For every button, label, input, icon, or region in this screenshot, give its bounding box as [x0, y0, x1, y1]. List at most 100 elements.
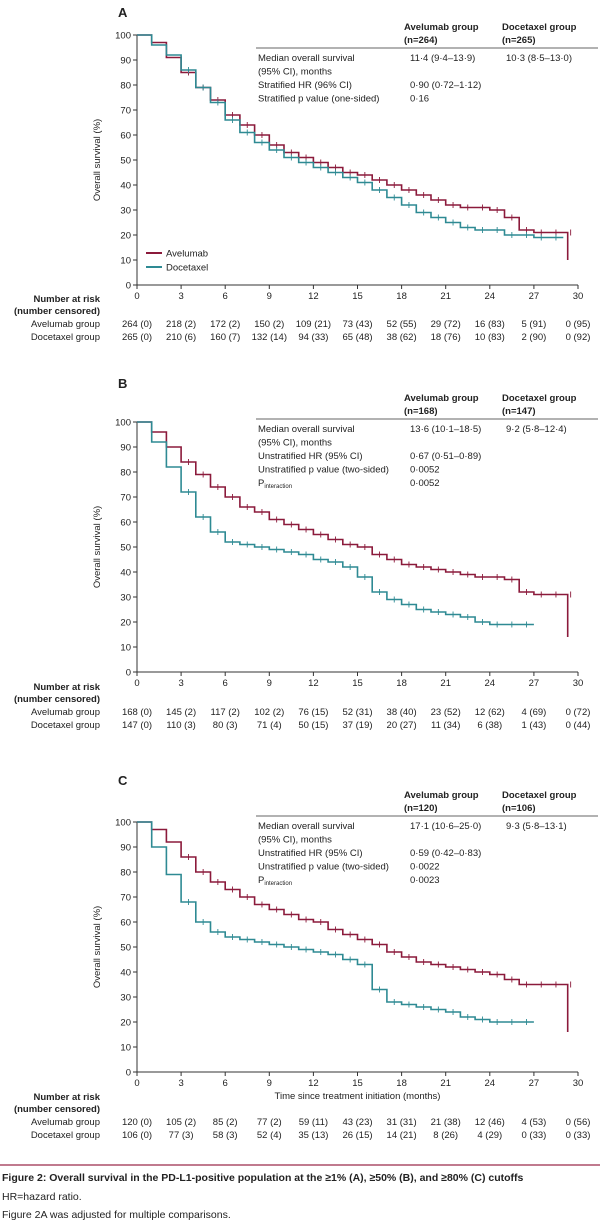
table-header-avelumab-n: (n=120)	[404, 803, 438, 814]
y-tick-label: 10	[120, 256, 131, 267]
x-tick-label: 6	[223, 678, 228, 689]
risk-value: 1 (43)	[521, 720, 546, 731]
table-header-avelumab-n: (n=168)	[404, 406, 438, 417]
table-value-avelumab: 13·6 (10·1–18·5)	[410, 424, 481, 435]
risk-value: 76 (15)	[298, 707, 328, 718]
x-tick-label: 15	[352, 678, 363, 689]
figure-note-hr: HR=hazard ratio.	[2, 1191, 82, 1203]
risk-value: 18 (76)	[431, 332, 461, 343]
risk-value: 37 (19)	[342, 720, 372, 731]
risk-value: 35 (13)	[298, 1130, 328, 1141]
risk-value: 0 (95)	[566, 319, 591, 330]
risk-value: 117 (2)	[210, 707, 239, 718]
risk-table-subtitle: (number censored)	[14, 694, 100, 705]
x-tick-label: 21	[440, 678, 451, 689]
x-tick-label: 18	[396, 291, 407, 302]
table-row-label: (95% CI), months	[258, 438, 332, 449]
risk-value: 38 (62)	[387, 332, 417, 343]
table-value-avelumab: 0·16	[410, 94, 429, 105]
x-tick-label: 21	[440, 1078, 451, 1089]
risk-group-label: Avelumab group	[31, 1117, 100, 1128]
legend-label-avelumab: Avelumab	[166, 249, 208, 260]
x-tick-label: 9	[267, 678, 272, 689]
x-tick-label: 24	[485, 1078, 496, 1089]
table-row-label-subscript: interaction	[264, 484, 292, 490]
risk-value: 52 (31)	[342, 707, 372, 718]
risk-value: 11 (34)	[431, 720, 460, 731]
legend-label-docetaxel: Docetaxel	[166, 263, 208, 274]
panel-label: A	[118, 5, 128, 20]
risk-value: 4 (53)	[521, 1117, 546, 1128]
table-header-avelumab: Avelumab group	[404, 393, 479, 404]
x-tick-label: 27	[529, 678, 540, 689]
x-tick-label: 0	[134, 678, 139, 689]
y-tick-label: 100	[115, 418, 131, 429]
risk-table-subtitle: (number censored)	[14, 306, 100, 317]
table-header-avelumab: Avelumab group	[404, 22, 479, 33]
y-tick-label: 0	[126, 668, 131, 679]
risk-group-label: Docetaxel group	[31, 1130, 100, 1141]
risk-value: 58 (3)	[213, 1130, 238, 1141]
table-value-avelumab: 0·59 (0·42–0·83)	[410, 848, 481, 859]
risk-value: 172 (2)	[210, 319, 240, 330]
risk-group-label: Avelumab group	[31, 319, 100, 330]
x-tick-label: 18	[396, 1078, 407, 1089]
risk-value: 77 (2)	[257, 1117, 282, 1128]
risk-value: 50 (15)	[298, 720, 328, 731]
y-tick-label: 40	[120, 968, 131, 979]
table-row-label: (95% CI), months	[258, 835, 332, 846]
y-tick-label: 0	[126, 1068, 131, 1079]
risk-value: 105 (2)	[166, 1117, 196, 1128]
risk-value: 0 (72)	[566, 707, 591, 718]
panel-a: A 0 10 20 30 40 50 60 70 80 90 100 0 3 6 9 12 15 18 21 24 27 3…	[14, 5, 598, 343]
risk-value: 80 (3)	[213, 720, 238, 731]
x-tick-label: 6	[223, 1078, 228, 1089]
table-value-avelumab: 0·90 (0·72–1·12)	[410, 80, 481, 91]
table-header-avelumab-n: (n=264)	[404, 35, 438, 46]
x-tick-label: 30	[573, 1078, 584, 1089]
x-tick-label: 30	[573, 291, 584, 302]
table-row-label-subscript: interaction	[264, 881, 292, 887]
panel-c: C 0 10 20 30 40 50 60 70 80 90 100 0 3 6 9 12 15 18 21 24 27 3…	[14, 773, 598, 1141]
x-tick-label: 21	[440, 291, 451, 302]
risk-value: 147 (0)	[122, 720, 152, 731]
table-header-docetaxel: Docetaxel group	[502, 393, 577, 404]
y-axis-label: Overall survival (%)	[92, 506, 103, 588]
table-value-docetaxel: 10·3 (8·5–13·0)	[506, 53, 572, 64]
y-tick-label: 60	[120, 131, 131, 142]
y-tick-label: 80	[120, 468, 131, 479]
y-tick-label: 50	[120, 156, 131, 167]
x-tick-label: 3	[178, 678, 183, 689]
risk-value: 0 (44)	[566, 720, 591, 731]
y-tick-label: 60	[120, 518, 131, 529]
risk-value: 77 (3)	[169, 1130, 194, 1141]
risk-value: 73 (43)	[342, 319, 372, 330]
table-row-label: Unstratified HR (95% CI)	[258, 848, 363, 859]
y-tick-label: 20	[120, 618, 131, 629]
y-tick-label: 20	[120, 231, 131, 242]
y-tick-label: 50	[120, 543, 131, 554]
y-tick-label: 30	[120, 206, 131, 217]
table-value-avelumab: 17·1 (10·6–25·0)	[410, 821, 481, 832]
table-header-docetaxel-n: (n=106)	[502, 803, 536, 814]
y-tick-label: 60	[120, 918, 131, 929]
table-row-label: Pinteraction	[258, 478, 292, 490]
table-row-label: Median overall survival	[258, 424, 355, 435]
table-row-label: Median overall survival	[258, 821, 355, 832]
risk-value: 110 (3)	[166, 720, 195, 731]
table-row-label: Median overall survival	[258, 53, 355, 64]
figure-caption: Figure 2: Overall survival in the PD-L1-…	[2, 1172, 524, 1184]
y-tick-label: 10	[120, 1043, 131, 1054]
table-value-avelumab: 0·0023	[410, 875, 440, 886]
table-row-label: Pinteraction	[258, 875, 292, 887]
y-tick-label: 0	[126, 281, 131, 292]
risk-value: 109 (21)	[296, 319, 331, 330]
risk-value: 0 (33)	[521, 1130, 546, 1141]
risk-value: 23 (52)	[431, 707, 461, 718]
table-row-label: Unstratified p value (two-sided)	[258, 862, 389, 873]
y-tick-label: 40	[120, 181, 131, 192]
y-tick-label: 70	[120, 893, 131, 904]
x-tick-label: 24	[485, 291, 496, 302]
risk-value: 8 (26)	[433, 1130, 458, 1141]
